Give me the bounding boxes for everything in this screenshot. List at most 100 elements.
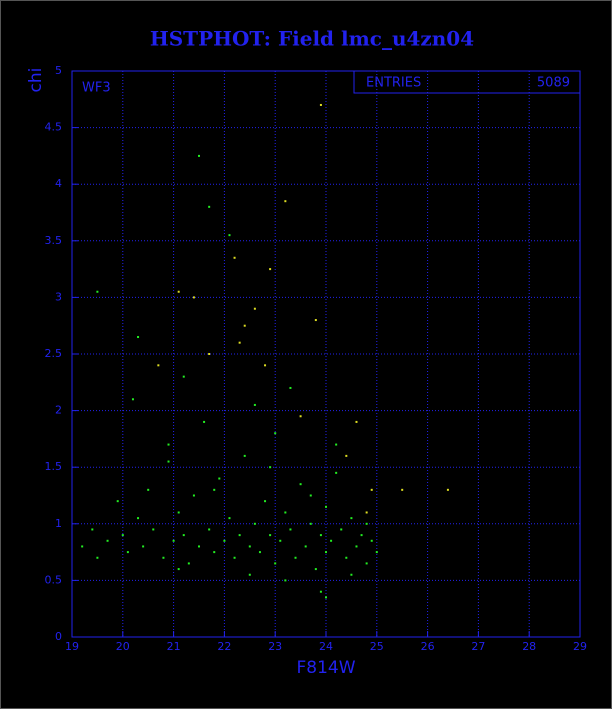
y-tick-label: 1 [55, 517, 62, 530]
point [365, 562, 368, 565]
point [167, 460, 170, 463]
point [299, 415, 302, 418]
point [187, 562, 190, 565]
y-axis-label: chi [26, 68, 46, 93]
point [208, 528, 211, 531]
x-tick-label: 25 [370, 640, 384, 653]
point [192, 494, 195, 497]
point [274, 562, 277, 565]
point [198, 154, 200, 157]
point [304, 545, 307, 548]
point [325, 596, 327, 599]
y-tick-label: 2 [55, 404, 62, 417]
point [345, 556, 348, 559]
point [131, 398, 134, 401]
point [284, 579, 287, 582]
point [182, 534, 185, 537]
point [228, 517, 231, 520]
x-tick-label: 26 [421, 640, 435, 653]
point [258, 551, 261, 554]
point [253, 522, 256, 525]
point [355, 545, 358, 548]
point [365, 511, 368, 514]
point [309, 494, 312, 497]
y-tick-label: 5 [55, 64, 62, 77]
point [106, 539, 109, 542]
point [335, 443, 338, 446]
point [314, 319, 317, 322]
point [350, 517, 353, 520]
plot-frame [71, 70, 581, 638]
point [162, 556, 165, 559]
point [177, 290, 180, 293]
point [233, 256, 236, 259]
point [137, 336, 140, 339]
point [319, 103, 322, 106]
x-tick-label: 22 [217, 640, 231, 653]
point [177, 568, 180, 571]
point [319, 534, 322, 537]
y-tick-label: 0.5 [45, 573, 63, 586]
y-tick-label: 1.5 [45, 460, 63, 473]
point [248, 573, 251, 576]
point [264, 500, 267, 503]
point [208, 353, 211, 355]
point [401, 488, 404, 491]
point [253, 307, 256, 310]
y-tick-label: 2.5 [45, 347, 63, 360]
y-tick-label: 0 [55, 630, 62, 643]
point [177, 511, 180, 514]
point [335, 471, 338, 474]
point [289, 528, 292, 531]
point [116, 500, 119, 503]
point [370, 488, 373, 491]
point [289, 386, 292, 389]
point [325, 505, 327, 508]
stats-value: 5089 [537, 76, 570, 91]
point [223, 539, 226, 542]
point [360, 534, 363, 537]
point [243, 454, 246, 457]
x-tick-label: 28 [522, 640, 536, 653]
y-tick-label: 4 [55, 177, 62, 190]
point [96, 556, 99, 559]
point [213, 551, 216, 554]
point [142, 545, 145, 548]
x-tick-label: 20 [116, 640, 130, 653]
point [152, 528, 155, 531]
y-tick-label: 3.5 [45, 234, 63, 247]
stats-label: ENTRIES [366, 76, 421, 91]
x-axis-label: F814W [296, 658, 355, 678]
x-tick-label: 23 [268, 640, 282, 653]
point [284, 511, 287, 514]
point [269, 268, 272, 271]
point [370, 539, 373, 542]
point [253, 403, 256, 406]
point [365, 522, 368, 525]
point [147, 488, 150, 491]
x-tick-label: 29 [573, 640, 587, 653]
point [340, 528, 343, 531]
chart-title: HSTPHOT: Field lmc_u4zn04 [150, 27, 474, 51]
point [208, 205, 211, 208]
point [243, 324, 246, 327]
y-tick-label: 4.5 [45, 121, 63, 134]
point [299, 483, 302, 486]
point [325, 551, 327, 554]
point [198, 545, 200, 548]
point [203, 420, 206, 423]
point [314, 568, 317, 571]
panel-label: WF3 [82, 81, 111, 96]
point [218, 477, 221, 480]
point [96, 290, 99, 293]
point [309, 522, 312, 525]
point [375, 551, 378, 554]
point [269, 534, 272, 537]
point [446, 488, 449, 491]
point [264, 364, 267, 367]
point [233, 556, 236, 559]
point [213, 488, 216, 491]
point [137, 517, 140, 520]
point [279, 539, 282, 542]
